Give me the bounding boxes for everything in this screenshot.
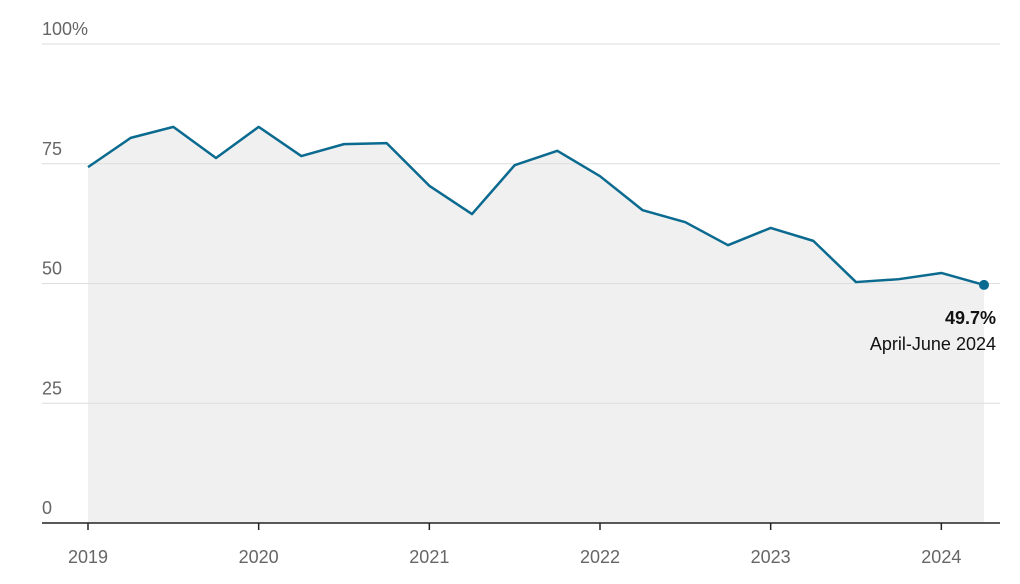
- x-tick-label: 2022: [580, 547, 620, 567]
- end-point: [979, 279, 989, 290]
- y-tick-label: 25: [42, 378, 62, 398]
- x-tick-label: 2019: [68, 547, 108, 567]
- y-tick-label: 0: [42, 498, 52, 518]
- area: [88, 126, 984, 523]
- y-tick-label: 50: [42, 259, 62, 279]
- line: [87, 125, 985, 287]
- y-tick-label: 100%: [42, 19, 88, 39]
- x-tick-label: 2023: [751, 547, 791, 567]
- x-tick-label: 2021: [409, 547, 449, 567]
- x-tick-label: 2020: [239, 547, 279, 567]
- x-tick-label: 2024: [921, 547, 961, 567]
- y-tick-label: 75: [42, 139, 62, 159]
- value-label: 49.7%: [945, 308, 996, 328]
- annotation: April-June 2024: [870, 334, 996, 354]
